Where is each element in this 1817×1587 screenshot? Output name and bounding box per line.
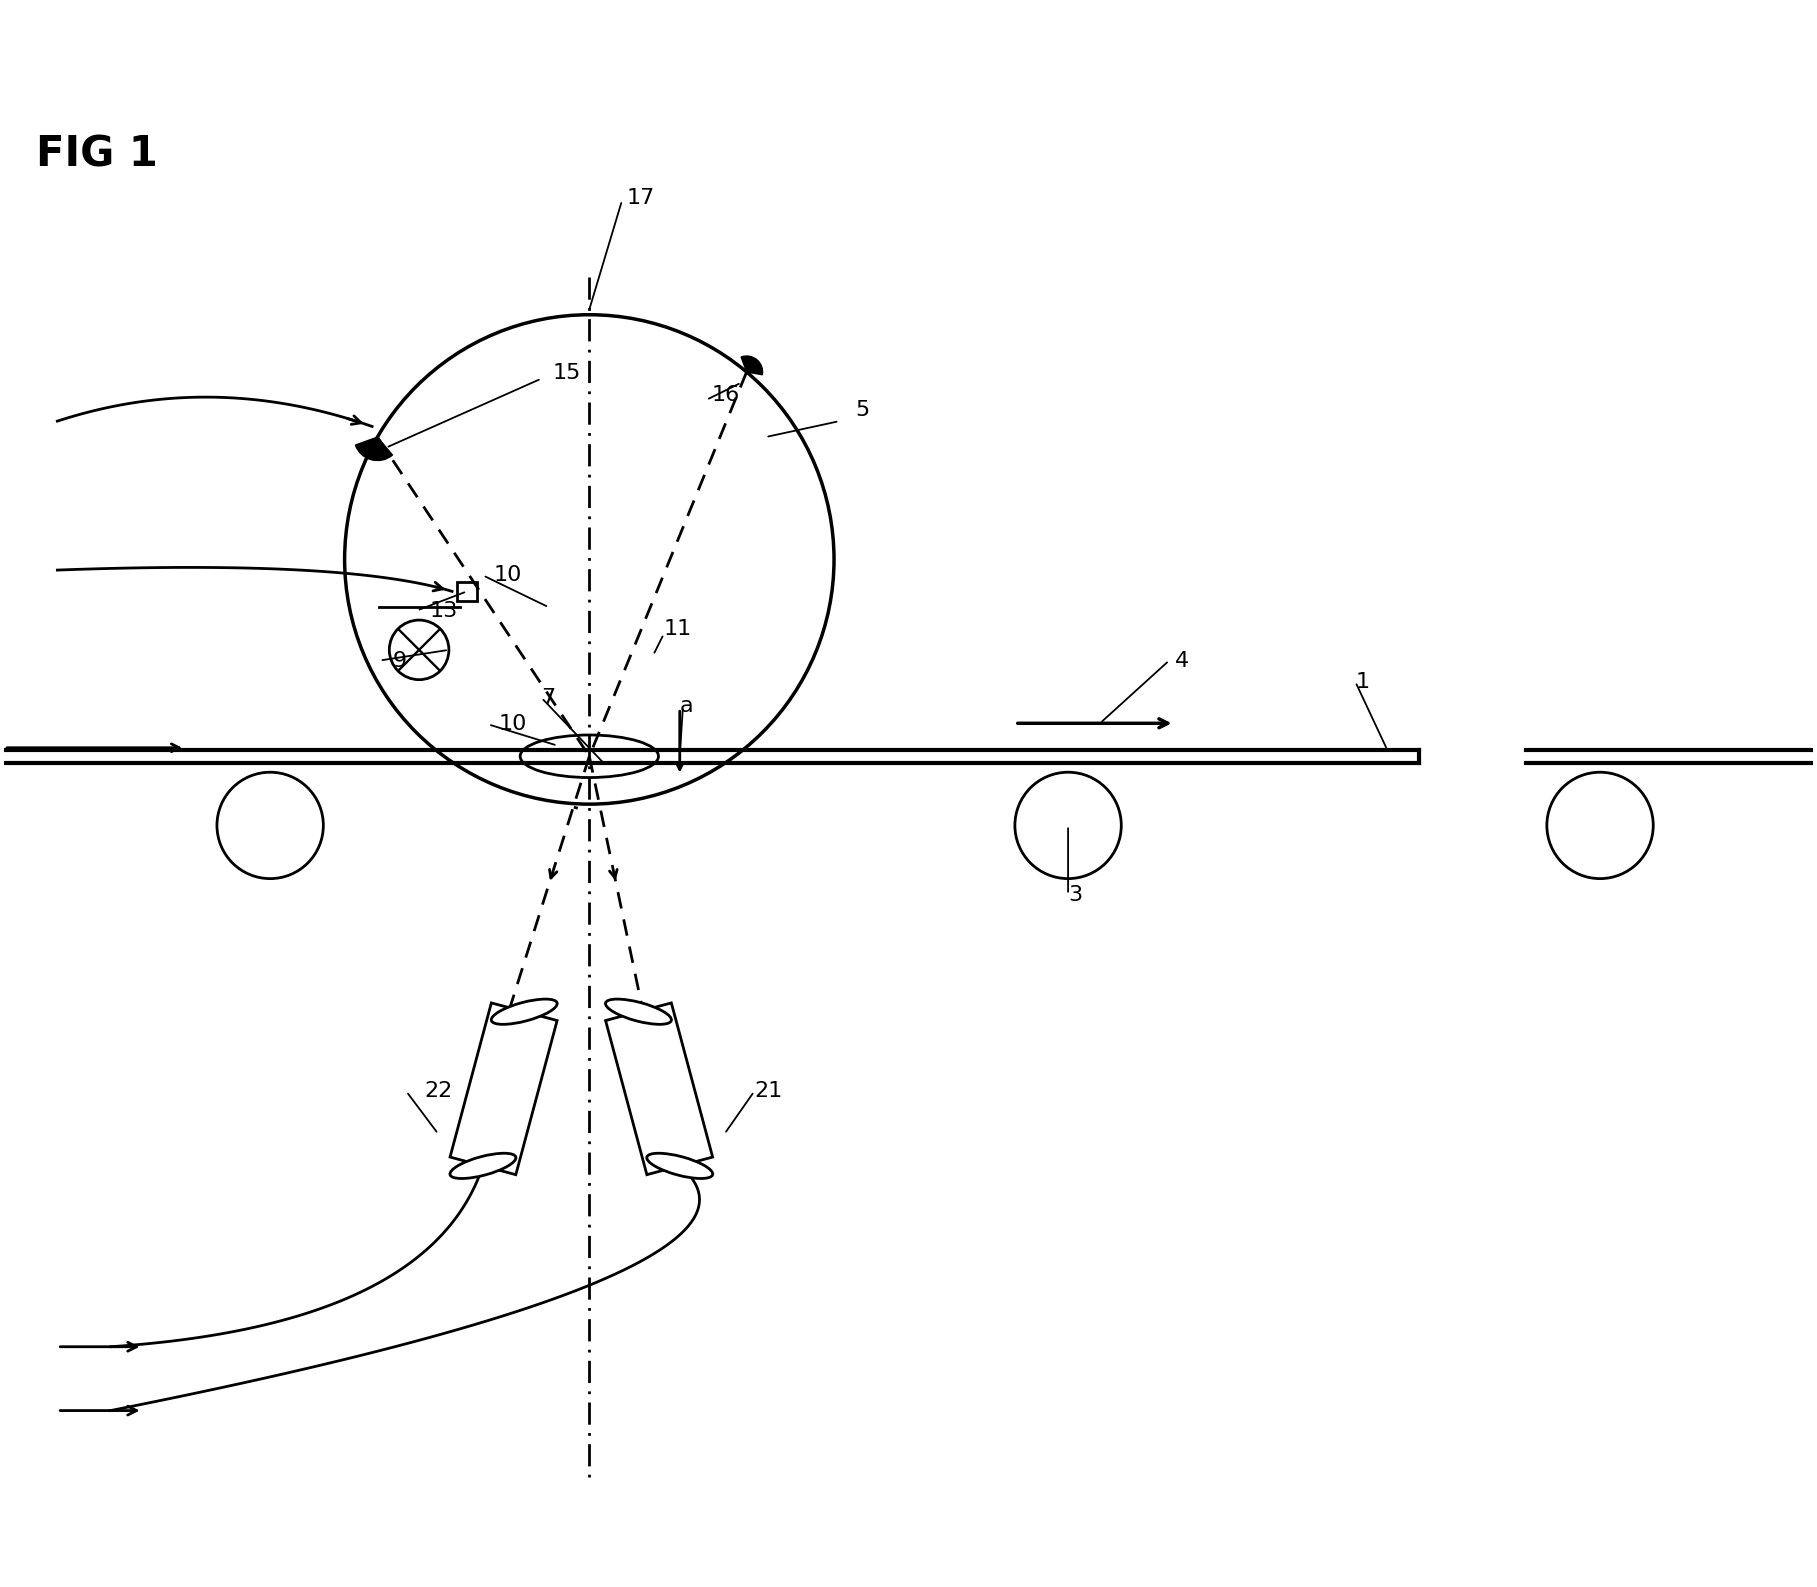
Text: 4: 4: [1174, 651, 1188, 671]
Text: 3: 3: [1068, 884, 1083, 905]
Wedge shape: [356, 436, 392, 460]
Text: 22: 22: [425, 1081, 452, 1101]
Ellipse shape: [605, 1000, 672, 1024]
Text: 7: 7: [541, 687, 556, 708]
Text: 15: 15: [552, 363, 580, 382]
Ellipse shape: [647, 1154, 712, 1179]
Text: 9: 9: [392, 651, 407, 671]
Polygon shape: [451, 1003, 558, 1174]
Wedge shape: [741, 355, 763, 375]
Text: 11: 11: [663, 619, 692, 638]
Polygon shape: [605, 1003, 712, 1174]
Text: 16: 16: [712, 384, 740, 405]
Text: 10: 10: [494, 565, 521, 586]
Text: 21: 21: [754, 1081, 783, 1101]
Text: FIG 1: FIG 1: [36, 133, 158, 176]
Ellipse shape: [451, 1154, 516, 1179]
Text: 17: 17: [627, 187, 654, 208]
Text: 5: 5: [856, 400, 870, 421]
Text: 1: 1: [1355, 671, 1370, 692]
Bar: [458, 582, 476, 601]
Ellipse shape: [491, 1000, 558, 1024]
Text: a: a: [680, 697, 694, 716]
Text: 13: 13: [431, 600, 458, 621]
Text: 10: 10: [500, 714, 527, 735]
